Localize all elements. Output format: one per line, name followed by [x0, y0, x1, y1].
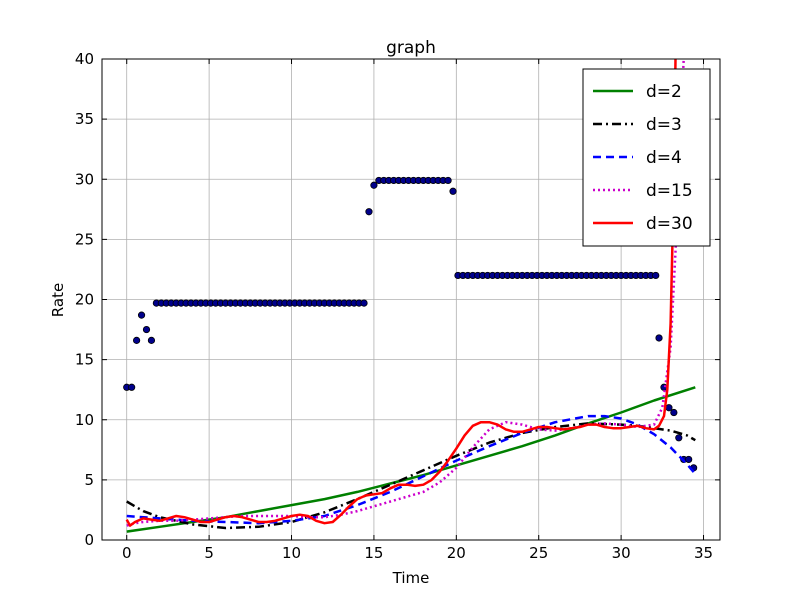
data-point [128, 383, 136, 391]
data-point [449, 187, 457, 195]
y-tick-label: 25 [75, 230, 94, 248]
data-point [665, 404, 673, 412]
x-tick-label: 20 [447, 544, 466, 562]
data-point [675, 434, 683, 442]
y-axis-label: Rate [49, 283, 67, 317]
data-point [147, 336, 156, 344]
data-point [370, 181, 378, 189]
data-point [365, 208, 373, 216]
y-tick-label: 30 [75, 170, 94, 188]
y-tick-label: 35 [75, 110, 94, 128]
fit-lines [125, 59, 697, 533]
x-tick-label: 5 [204, 544, 214, 562]
x-tick-label: 10 [282, 544, 301, 562]
data-point [444, 176, 452, 185]
legend-box [582, 68, 711, 247]
x-tick-label: 35 [694, 544, 713, 562]
data-point [142, 325, 151, 334]
legend-label: d=15 [646, 181, 693, 201]
data-point [360, 299, 368, 307]
series-line-d-15 [126, 59, 685, 527]
x-tick-label: 0 [122, 544, 132, 562]
legend-label: d=30 [646, 214, 693, 234]
y-tick-label: 0 [84, 531, 94, 549]
y-tick-label: 5 [84, 471, 94, 489]
data-point [137, 311, 146, 319]
scatter-points [123, 176, 698, 472]
legend: d=2 d=3 d=4 d=15 d=30 [582, 68, 711, 247]
legend-label: d=2 [646, 82, 682, 102]
series-line-d-30 [125, 59, 677, 527]
x-tick-label: 15 [364, 544, 383, 562]
y-tick-label: 10 [75, 411, 94, 429]
legend-label: d=4 [646, 148, 682, 168]
x-axis-label: Time [392, 569, 430, 587]
series-line-d-3 [126, 422, 696, 530]
x-tick-label: 30 [612, 544, 631, 562]
data-point [652, 271, 660, 280]
y-tick-label: 15 [75, 351, 94, 369]
y-tick-label: 20 [75, 291, 94, 309]
legend-label: d=3 [646, 115, 682, 135]
x-tick-label: 25 [529, 544, 548, 562]
data-point [685, 455, 693, 464]
data-point [133, 336, 141, 344]
y-tick-label: 40 [75, 50, 94, 68]
data-point [655, 334, 663, 342]
chart-title: graph [386, 38, 436, 58]
axis-ticks: 0 5 10 15 20 25 30 35 0 5 10 15 20 25 30 35 40 [75, 50, 720, 562]
data-point [670, 408, 678, 417]
